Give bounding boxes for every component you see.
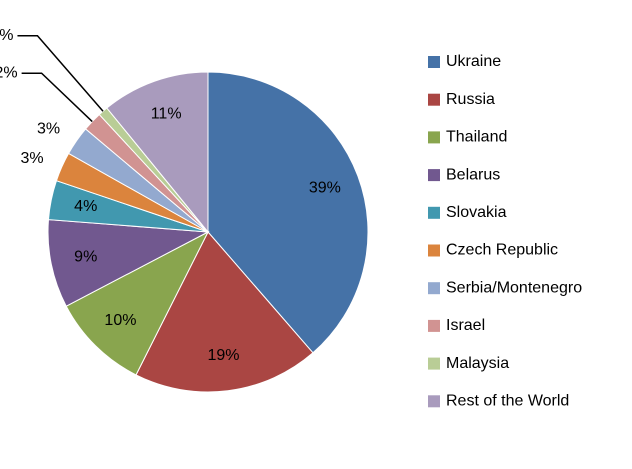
legend-label: Israel [446, 317, 485, 334]
pie-slice [207, 71, 369, 354]
data-label: 39% [309, 180, 341, 197]
data-label: 2% [0, 64, 18, 81]
legend-swatch [428, 56, 440, 68]
legend-swatch [428, 93, 440, 106]
data-label: 9% [74, 248, 97, 265]
data-label: 19% [207, 347, 239, 364]
legend-label: Belarus [446, 166, 500, 183]
data-label: 3% [37, 121, 60, 138]
leader-line [17, 34, 104, 112]
pie-slice [47, 219, 210, 307]
legend-label: Rest of the World [446, 393, 569, 410]
data-label: 11% [151, 106, 182, 123]
data-label: 3% [21, 150, 44, 167]
legend-label: Ukraine [446, 53, 501, 70]
legend-swatch [428, 357, 440, 370]
leader-line [21, 72, 93, 123]
legend-swatch [428, 319, 440, 332]
legend-label: Malaysia [446, 355, 509, 372]
data-label: 1% [0, 27, 13, 44]
pie-slice [65, 230, 210, 376]
legend-label: Russia [446, 91, 495, 108]
data-label: 4% [74, 198, 97, 215]
legend-label: Slovakia [446, 204, 507, 221]
legend-swatch [428, 282, 440, 295]
legend-swatch [428, 395, 440, 408]
data-label: 10% [104, 312, 136, 329]
legend-label: Serbia/Montenegro [446, 279, 582, 296]
pie-slice [106, 71, 209, 234]
legend-swatch [428, 169, 440, 182]
legend-label: Czech Republic [446, 242, 558, 259]
legend-label: Thailand [446, 129, 507, 146]
legend-swatch [428, 206, 440, 219]
legend-swatch [428, 131, 440, 144]
legend-swatch [428, 244, 440, 257]
pie-slice [135, 231, 314, 393]
